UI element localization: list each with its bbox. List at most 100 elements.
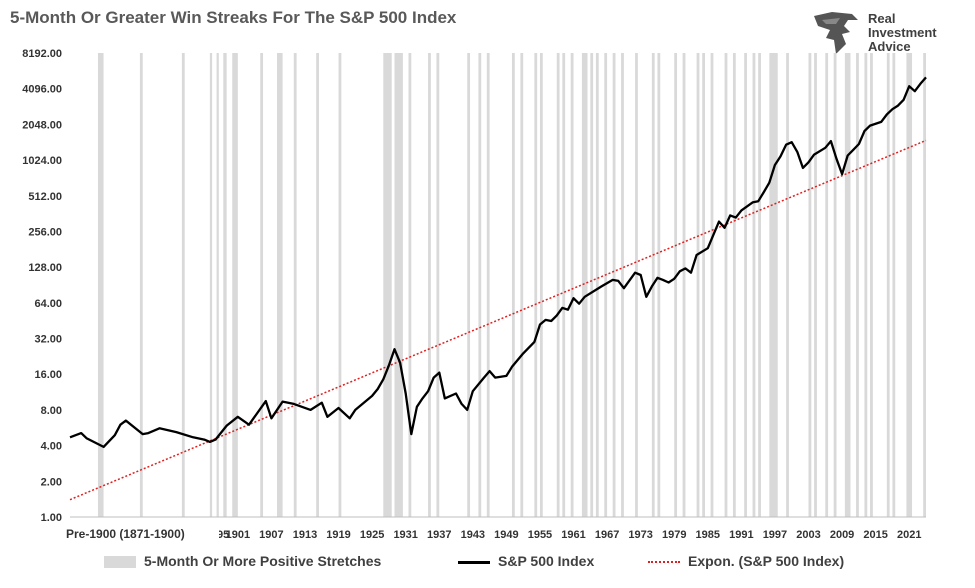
x-tick-label: 1901	[226, 529, 250, 541]
y-tick-label: 1.00	[41, 512, 62, 524]
streak-band-31	[612, 53, 616, 517]
streak-band-35	[657, 53, 661, 517]
streak-band-57	[892, 53, 896, 517]
legend-trend: Expon. (S&P 500 Index)	[648, 553, 844, 569]
streak-band-6	[232, 53, 238, 517]
streak-band-54	[864, 53, 868, 517]
streak-band-47	[786, 53, 789, 517]
bands-layer	[97, 53, 926, 517]
y-tick-label: 2.00	[41, 476, 62, 488]
x-tick-label: 1931	[393, 529, 417, 541]
eagle-icon	[814, 12, 858, 54]
y-tick-label: 2048.00	[22, 119, 62, 131]
streak-band-15	[428, 53, 431, 517]
legend-trend-label: Expon. (S&P 500 Index)	[688, 553, 845, 569]
streak-band-9	[293, 53, 297, 517]
x-tick-label: 2009	[830, 529, 854, 541]
real-investment-advice-logo: Real Investment Advice	[812, 10, 962, 58]
streak-band-55	[870, 53, 873, 517]
x-tick-label: 1895	[205, 529, 229, 541]
y-tick-label: 64.00	[34, 298, 62, 310]
streak-band-41	[724, 53, 728, 517]
x-tick-label: 1973	[628, 529, 652, 541]
streak-band-29	[595, 53, 599, 517]
x-tick-label: 1997	[763, 529, 787, 541]
streak-band-53	[856, 53, 859, 517]
x-tick-label: 1925	[360, 529, 384, 541]
y-tick-label: 4096.00	[22, 84, 62, 96]
streak-band-44	[752, 53, 756, 517]
y-tick-label: 32.00	[34, 334, 62, 346]
logo-text: Real Investment Advice	[868, 12, 937, 54]
y-tick-label: 8.00	[41, 405, 62, 417]
streak-band-37	[682, 53, 686, 517]
x-tick-label: 1949	[494, 529, 518, 541]
x-tick-label: 2003	[796, 529, 820, 541]
streak-band-58	[906, 53, 913, 517]
streak-band-20	[511, 53, 515, 517]
streak-band-12	[383, 53, 392, 517]
streak-band-1	[139, 53, 143, 517]
streak-band-59	[923, 53, 926, 517]
legend-index-label: S&P 500 Index	[498, 553, 595, 569]
streak-band-0	[97, 53, 104, 517]
streak-band-52	[844, 53, 851, 517]
streak-band-18	[478, 53, 482, 517]
streak-band-48	[808, 53, 812, 517]
x-tick-label: 1919	[326, 529, 350, 541]
streak-band-22	[534, 53, 538, 517]
y-tick-label: 256.00	[28, 226, 62, 238]
streak-band-13	[394, 53, 403, 517]
streak-band-5	[223, 53, 227, 517]
streak-band-50	[825, 53, 829, 517]
streak-band-16	[436, 53, 440, 517]
streak-band-25	[562, 53, 566, 517]
legend-index: S&P 500 Index	[458, 553, 594, 569]
streak-band-40	[710, 53, 714, 517]
streak-band-4	[216, 53, 219, 517]
streak-band-7	[260, 53, 264, 517]
streak-band-26	[570, 53, 574, 517]
streak-band-56	[886, 53, 890, 517]
streak-band-45	[758, 53, 761, 517]
legend-band-label: 5-Month Or More Positive Stretches	[144, 553, 382, 569]
x-tick-label: 1943	[461, 529, 485, 541]
x-tick-label: 1937	[427, 529, 451, 541]
x-tick-label: 1967	[595, 529, 619, 541]
y-tick-label: 1024.00	[22, 155, 62, 167]
streak-band-23	[539, 53, 543, 517]
streak-band-11	[338, 53, 342, 517]
streak-band-49	[814, 53, 817, 517]
y-tick-label: 128.00	[28, 262, 62, 274]
x-tick-label: 1955	[528, 529, 552, 541]
x-tick-label: 2021	[897, 529, 921, 541]
legend-index-swatch	[458, 560, 490, 564]
logo-line-1: Real	[868, 11, 896, 26]
x-tick-label: 1913	[293, 529, 317, 541]
x-tick-label: 1991	[729, 529, 753, 541]
streak-band-27	[581, 53, 588, 517]
streak-band-33	[635, 53, 638, 517]
streak-band-46	[769, 53, 778, 517]
y-tick-labels: 8192.00 4096.00 2048.00 1024.00 512.00 256.00…	[22, 48, 62, 524]
streak-band-3	[209, 53, 213, 517]
streak-band-38	[696, 53, 700, 517]
logo-line-2: Investment	[868, 25, 937, 40]
streak-band-19	[486, 53, 490, 517]
streak-band-43	[744, 53, 747, 517]
legend-band-swatch	[104, 556, 136, 569]
x-tick-label: Pre-1900 (1871-1900)	[66, 527, 185, 541]
y-tick-label: 512.00	[28, 191, 62, 203]
streak-band-17	[467, 53, 471, 517]
series-layer	[69, 76, 927, 501]
streak-band-14	[408, 53, 412, 517]
x-tick-label: 1985	[696, 529, 720, 541]
trend-line	[69, 139, 927, 501]
streak-band-36	[674, 53, 678, 517]
streak-band-8	[277, 53, 283, 517]
y-tick-label: 4.00	[41, 441, 62, 453]
x-tick-label: 2015	[863, 529, 887, 541]
streak-band-2	[181, 53, 185, 517]
